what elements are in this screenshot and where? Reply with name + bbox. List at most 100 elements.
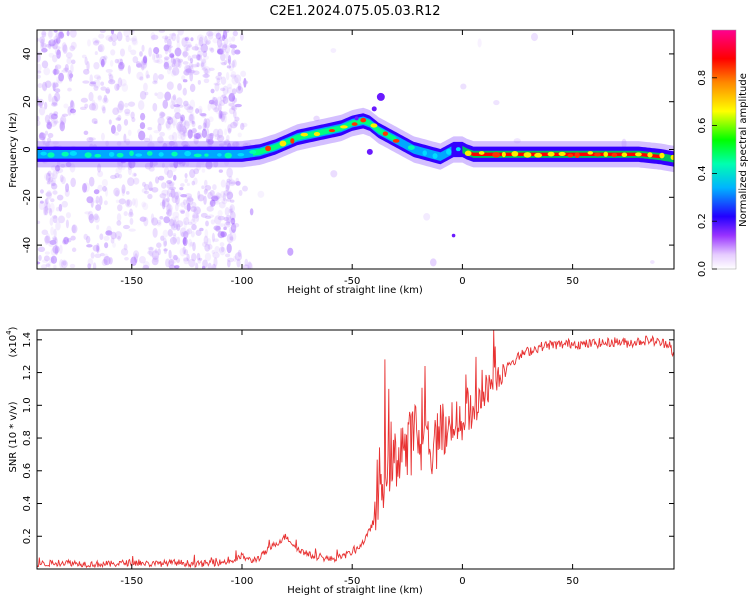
noise-speckle — [221, 62, 227, 66]
noise-speckle — [48, 112, 54, 120]
noise-speckle — [195, 108, 200, 114]
noise-speckle — [181, 75, 186, 81]
noise-speckle — [41, 47, 48, 53]
noise-speckle — [48, 93, 52, 103]
noise-speckle — [37, 220, 41, 225]
noise-speckle — [230, 217, 236, 225]
noise-speckle — [243, 77, 247, 88]
noise-speckle — [41, 60, 49, 69]
noise-speckle — [51, 95, 58, 106]
noise-speckle — [231, 76, 239, 85]
noise-speckle — [143, 137, 151, 143]
noise-speckle — [213, 160, 219, 168]
noise-speckle — [180, 210, 185, 214]
noise-speckle — [242, 264, 250, 269]
noise-speckle — [61, 42, 67, 52]
noise-speckle — [51, 102, 58, 107]
noise-speckle — [165, 204, 173, 213]
noise-speckle — [242, 185, 248, 192]
noise-speckle — [232, 141, 239, 147]
noise-speckle — [190, 37, 194, 42]
noise-speckle — [247, 262, 254, 269]
noise-speckle — [95, 195, 100, 205]
noise-speckle — [48, 43, 55, 47]
noise-speckle — [162, 237, 167, 248]
noise-speckle — [88, 137, 96, 141]
noise-speckle — [203, 78, 210, 84]
noise-speckle — [209, 199, 216, 207]
noise-speckle — [123, 211, 128, 217]
noise-speckle — [165, 45, 173, 49]
noise-speckle — [116, 123, 122, 132]
noise-speckle — [176, 257, 181, 263]
noise-speckle — [124, 111, 131, 117]
noise-speckle — [91, 118, 98, 124]
noise-speckle — [201, 185, 205, 190]
noise-speckle — [152, 80, 158, 85]
noise-speckle — [230, 223, 237, 233]
snr-ytick-label: 1.2 — [22, 365, 33, 381]
noise-speckle — [116, 83, 120, 90]
noise-speckle — [221, 197, 228, 205]
noise-speckle — [175, 195, 180, 205]
noise-speckle — [92, 40, 100, 46]
noise-speckle — [225, 214, 232, 224]
noise-speckle — [230, 121, 238, 129]
noise-speckle — [99, 252, 105, 257]
noise-speckle — [173, 254, 178, 261]
colorbar-tick-label: 0.8 — [697, 70, 708, 86]
noise-speckle — [108, 74, 113, 81]
noise-speckle — [110, 49, 116, 56]
noise-speckle — [179, 247, 186, 257]
noise-speckle — [168, 249, 172, 259]
noise-speckle — [177, 123, 183, 134]
noise-speckle — [192, 212, 196, 223]
ridge-blob — [478, 151, 485, 155]
noise-speckle — [181, 140, 189, 148]
ridge-blob — [659, 152, 665, 159]
colorbar-ticks: 0.0 0.2 0.4 0.6 0.8 — [697, 70, 717, 277]
noise-speckle — [204, 73, 209, 79]
noise-speckle — [39, 132, 44, 139]
ridge-blob — [129, 150, 134, 157]
noise-speckle — [218, 246, 225, 254]
noise-speckle — [220, 61, 225, 65]
noise-speckle — [167, 260, 175, 269]
noise-speckle — [98, 195, 103, 206]
noise-speckle — [206, 238, 212, 247]
noise-speckle — [217, 209, 223, 217]
noise-speckle — [249, 208, 254, 216]
noise-speckle — [50, 247, 57, 256]
noise-speckle — [118, 198, 126, 205]
noise-speckle — [166, 209, 172, 217]
noise-speckle — [211, 196, 219, 204]
noise-speckle — [70, 235, 76, 241]
noise-speckle — [229, 181, 238, 185]
colorbar-tick-label: 0.6 — [697, 118, 708, 134]
noise-speckle — [52, 82, 56, 92]
noise-speckle — [115, 117, 121, 121]
noise-speckle — [189, 71, 194, 82]
noise-speckle — [223, 226, 227, 231]
noise-speckle — [189, 169, 196, 179]
noise-speckle — [210, 88, 215, 94]
colorbar-label: Normalized spectral amplitude — [738, 73, 749, 227]
noise-speckle — [93, 200, 100, 204]
snr-xtick-label: -50 — [344, 576, 360, 587]
noise-speckle — [164, 35, 169, 41]
noise-speckle — [43, 172, 51, 181]
noise-speckle — [232, 30, 238, 37]
noise-speckle — [92, 37, 98, 44]
noise-speckle — [172, 233, 177, 237]
noise-speckle — [237, 85, 242, 92]
spectrogram-xtick-label: -100 — [231, 276, 254, 287]
noise-speckle — [58, 203, 63, 212]
noise-speckle — [148, 47, 152, 57]
noise-speckle — [166, 81, 174, 90]
noise-speckle — [236, 258, 241, 268]
noise-speckle — [206, 30, 214, 37]
noise-speckle — [128, 211, 134, 218]
noise-speckle — [217, 230, 225, 239]
noise-speckle — [41, 259, 49, 263]
